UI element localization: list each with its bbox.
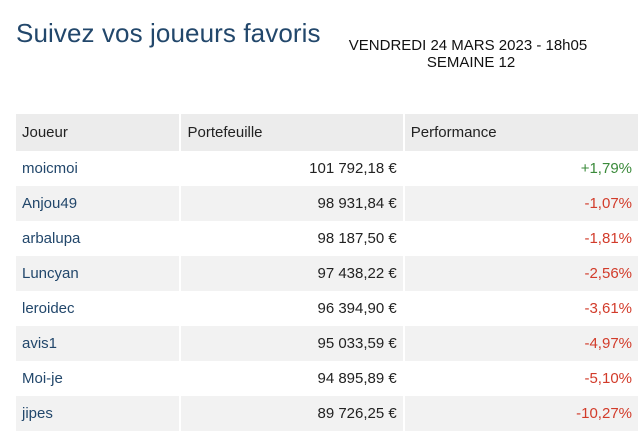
page-title: Suivez vos joueurs favoris xyxy=(16,18,321,48)
week-line: SEMAINE 12 xyxy=(426,54,516,71)
performance-value: -5,10% xyxy=(404,361,638,396)
player-link[interactable]: Anjou49 xyxy=(16,186,182,221)
player-link[interactable]: Moi-je xyxy=(16,361,182,396)
performance-value: +1,79% xyxy=(404,151,638,186)
performance-value: -2,56% xyxy=(404,256,638,291)
player-link[interactable]: avis1 xyxy=(16,326,182,361)
table-row: Luncyan 97 438,22 € -2,56% xyxy=(16,256,638,291)
table-row: Anjou49 98 931,84 € -1,07% xyxy=(16,186,638,221)
table-row: jipes 89 726,25 € -10,27% xyxy=(16,396,638,431)
wallet-value: 96 394,90 € xyxy=(181,291,405,326)
player-link[interactable]: arbalupa xyxy=(16,221,182,256)
table-row: avis1 95 033,59 € -4,97% xyxy=(16,326,638,361)
table-row: Moi-je 94 895,89 € -5,10% xyxy=(16,361,638,396)
column-header-wallet[interactable]: Portefeuille xyxy=(181,114,405,151)
table-row: moicmoi 101 792,18 € +1,79% xyxy=(16,151,638,186)
player-link[interactable]: leroidec xyxy=(16,291,182,326)
table-header-row: Joueur Portefeuille Performance xyxy=(16,114,638,151)
performance-value: -1,07% xyxy=(404,186,638,221)
table-row: arbalupa 98 187,50 € -1,81% xyxy=(16,221,638,256)
wallet-value: 97 438,22 € xyxy=(181,256,405,291)
performance-value: -4,97% xyxy=(404,326,638,361)
column-header-performance[interactable]: Performance xyxy=(404,114,638,151)
performance-value: -10,27% xyxy=(404,396,638,431)
table-row: leroidec 96 394,90 € -3,61% xyxy=(16,291,638,326)
wallet-value: 94 895,89 € xyxy=(181,361,405,396)
player-link[interactable]: jipes xyxy=(16,396,182,431)
date-info: VENDREDI 24 MARS 2023 - 18h05 SEMAINE 12 xyxy=(348,37,588,71)
wallet-value: 98 931,84 € xyxy=(181,186,405,221)
column-header-player[interactable]: Joueur xyxy=(16,114,182,151)
player-link[interactable]: Luncyan xyxy=(16,256,182,291)
wallet-value: 98 187,50 € xyxy=(181,221,405,256)
wallet-value: 89 726,25 € xyxy=(181,396,405,431)
date-line: VENDREDI 24 MARS 2023 - 18h05 xyxy=(348,37,588,54)
wallet-value: 101 792,18 € xyxy=(181,151,405,186)
player-link[interactable]: moicmoi xyxy=(16,151,182,186)
performance-value: -1,81% xyxy=(404,221,638,256)
performance-value: -3,61% xyxy=(404,291,638,326)
players-table: Joueur Portefeuille Performance moicmoi … xyxy=(16,114,638,431)
wallet-value: 95 033,59 € xyxy=(181,326,405,361)
